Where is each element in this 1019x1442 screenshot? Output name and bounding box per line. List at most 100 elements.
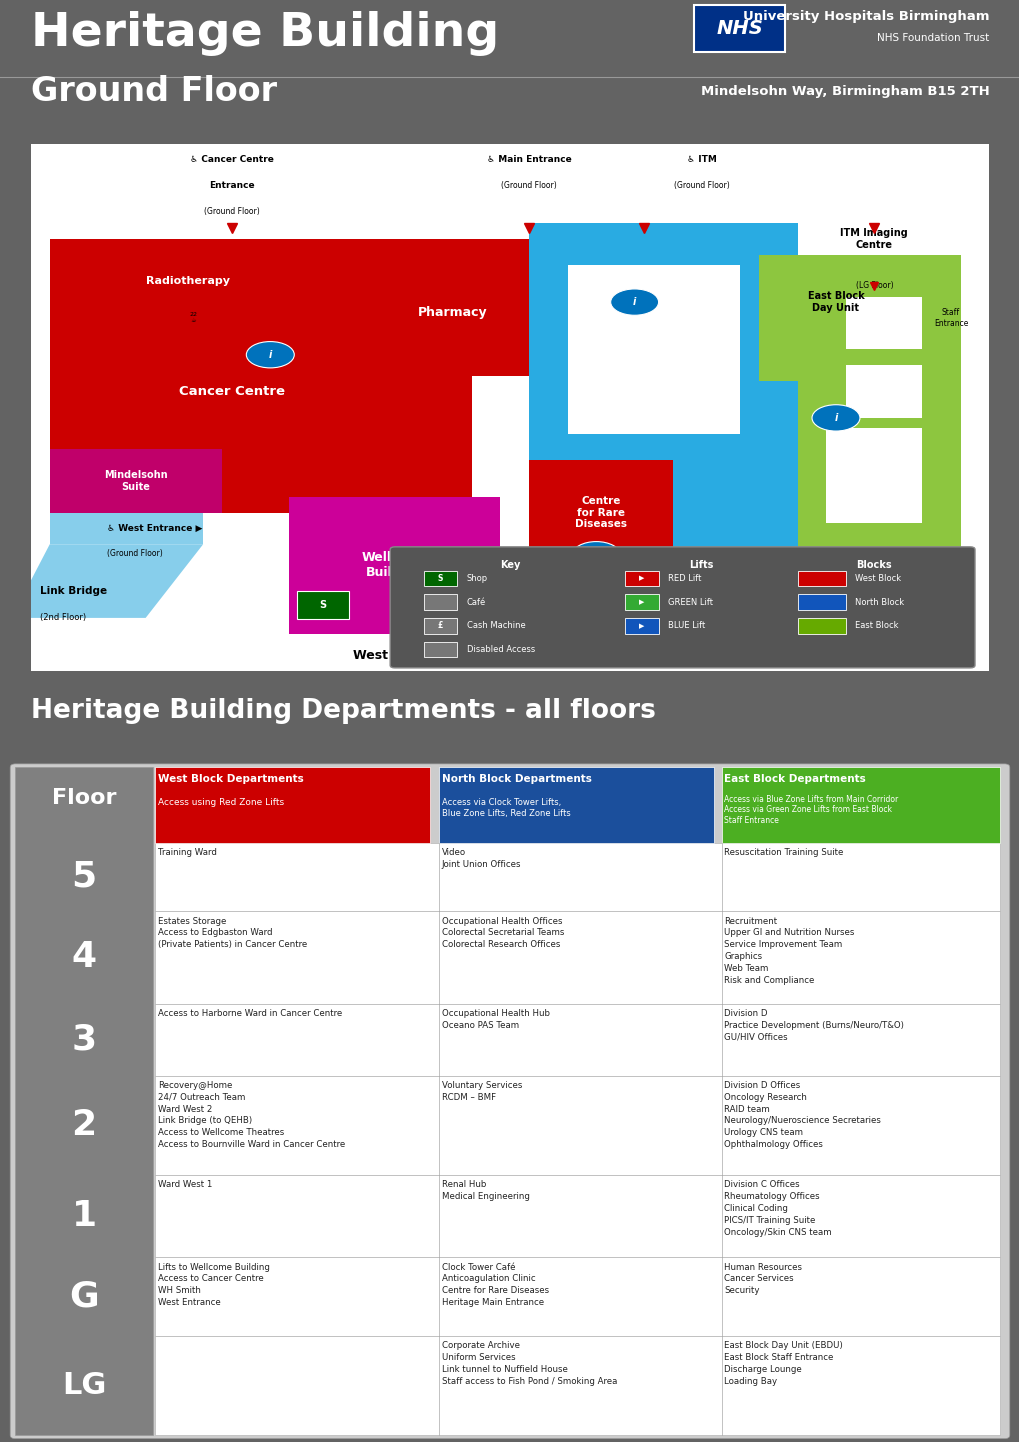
Text: 1: 1	[71, 1198, 97, 1233]
Text: Heritage Building: Heritage Building	[31, 12, 498, 56]
FancyBboxPatch shape	[423, 617, 457, 633]
Bar	[529, 460, 673, 565]
Text: i: i	[834, 412, 837, 423]
Text: Centre
for Rare
Diseases: Centre for Rare Diseases	[575, 496, 627, 529]
Bar	[567, 265, 740, 434]
Text: Access to Harborne Ward in Cancer Centre: Access to Harborne Ward in Cancer Centre	[158, 1009, 342, 1018]
Text: Human Resources
Cancer Services
Security: Human Resources Cancer Services Security	[723, 1263, 801, 1295]
Text: (LG Floor): (LG Floor)	[588, 607, 623, 614]
FancyBboxPatch shape	[390, 547, 974, 668]
Circle shape	[247, 342, 294, 368]
FancyBboxPatch shape	[423, 571, 457, 587]
Text: S: S	[437, 574, 442, 583]
Text: Lifts: Lifts	[689, 559, 713, 570]
Text: Link Bridge: Link Bridge	[40, 587, 107, 597]
FancyBboxPatch shape	[155, 767, 430, 842]
FancyBboxPatch shape	[625, 594, 658, 610]
Text: East Block Departments: East Block Departments	[723, 774, 865, 784]
Text: 4: 4	[71, 940, 97, 975]
FancyBboxPatch shape	[10, 764, 1009, 1439]
FancyBboxPatch shape	[438, 767, 713, 842]
Bar	[797, 255, 960, 597]
Text: West Block: West Block	[854, 574, 901, 583]
Text: West Wards: West Wards	[353, 649, 436, 662]
Text: G: G	[69, 1279, 99, 1314]
Text: £: £	[437, 622, 442, 630]
Bar	[155, 842, 999, 911]
Bar	[758, 255, 797, 381]
Text: Cash Machine: Cash Machine	[467, 622, 525, 630]
Bar	[155, 1004, 999, 1076]
Text: Shop: Shop	[467, 574, 487, 583]
FancyBboxPatch shape	[297, 591, 348, 619]
FancyBboxPatch shape	[423, 594, 457, 610]
Text: (Ground Floor): (Ground Floor)	[204, 208, 260, 216]
Text: Cancer Centre: Cancer Centre	[178, 385, 284, 398]
Text: West Block Departments: West Block Departments	[158, 774, 304, 784]
Text: Lifts to Wellcome Building
Access to Cancer Centre
WH Smith
West Entrance: Lifts to Wellcome Building Access to Can…	[158, 1263, 270, 1306]
Bar	[155, 911, 999, 1004]
Circle shape	[811, 405, 859, 431]
Text: Occupational Health Hub
Oceano PAS Team: Occupational Health Hub Oceano PAS Team	[441, 1009, 549, 1030]
Text: ▶: ▶	[639, 623, 644, 629]
Bar	[845, 365, 921, 418]
Text: Clock Tower Café
Anticoagulation Clinic
Centre for Rare Diseases
Heritage Main E: Clock Tower Café Anticoagulation Clinic …	[441, 1263, 548, 1306]
FancyBboxPatch shape	[15, 767, 153, 1435]
Text: North Block: North Block	[854, 597, 904, 607]
Text: Key: Key	[499, 559, 520, 570]
Text: Access using Red Zone Lifts: Access using Red Zone Lifts	[158, 799, 284, 808]
Text: Mindelsohn Way, Birmingham B15 2TH: Mindelsohn Way, Birmingham B15 2TH	[700, 85, 988, 98]
Text: Staff
Entrance: Staff Entrance	[933, 309, 967, 327]
Text: Entrance: Entrance	[209, 182, 255, 190]
Text: Wellcome
Building: Wellcome Building	[361, 551, 428, 580]
Text: Training Ward: Training Ward	[158, 848, 217, 857]
Bar	[50, 450, 222, 512]
Bar	[825, 428, 921, 523]
FancyBboxPatch shape	[797, 617, 845, 633]
Text: ♿ ITM: ♿ ITM	[686, 154, 716, 164]
Text: Access via Blue Zone Lifts from Main Corridor
Access via Green Zone Lifts from E: Access via Blue Zone Lifts from Main Cor…	[723, 795, 898, 825]
Text: i: i	[594, 549, 597, 559]
Bar	[529, 224, 797, 512]
Text: GREEN Lift: GREEN Lift	[667, 597, 712, 607]
Text: Access via Clock Tower Lifts,
Blue Zone Lifts, Red Zone Lifts: Access via Clock Tower Lifts, Blue Zone …	[441, 799, 570, 818]
Text: Pharmacy: Pharmacy	[417, 306, 487, 319]
Text: LG: LG	[62, 1371, 106, 1400]
Text: 3: 3	[71, 1022, 97, 1057]
Text: ♿ Cancer Centre: ♿ Cancer Centre	[190, 154, 274, 164]
Text: East Block
Day Unit: East Block Day Unit	[807, 291, 863, 313]
Text: Video
Joint Union Offices: Video Joint Union Offices	[441, 848, 521, 870]
Text: University Hospitals Birmingham: University Hospitals Birmingham	[742, 10, 988, 23]
Text: ITM Imaging
Centre: ITM Imaging Centre	[840, 228, 907, 249]
Text: (Ground Floor): (Ground Floor)	[107, 549, 163, 558]
Text: Ground Floor: Ground Floor	[31, 75, 276, 108]
Text: Division D
Practice Development (Burns/Neuro/T&O)
GU/HIV Offices: Division D Practice Development (Burns/N…	[723, 1009, 903, 1041]
Text: Corporate Archive
Uniform Services
Link tunnel to Nuffield House
Staff access to: Corporate Archive Uniform Services Link …	[441, 1341, 616, 1386]
FancyBboxPatch shape	[21, 138, 998, 676]
Ellipse shape	[586, 587, 740, 639]
Text: BLUE Lift: BLUE Lift	[667, 622, 705, 630]
Text: Voluntary Services
RCDM – BMF: Voluntary Services RCDM – BMF	[441, 1082, 522, 1102]
Bar	[155, 1257, 999, 1335]
Bar	[155, 1335, 999, 1435]
Polygon shape	[11, 544, 203, 617]
FancyBboxPatch shape	[693, 6, 785, 52]
Text: 2: 2	[71, 1109, 97, 1142]
Text: RED Lift: RED Lift	[667, 574, 701, 583]
Text: Garden &
Fish Pond: Garden & Fish Pond	[643, 603, 683, 623]
Text: Estates Storage
Access to Edgbaston Ward
(Private Patients) in Cancer Centre: Estates Storage Access to Edgbaston Ward…	[158, 917, 307, 949]
Text: Floor: Floor	[52, 789, 116, 808]
Text: (LG Floor): (LG Floor)	[855, 281, 893, 290]
Text: (2nd Floor): (2nd Floor)	[40, 613, 87, 622]
Bar	[50, 239, 471, 512]
Text: Radiotherapy: Radiotherapy	[146, 275, 229, 286]
Text: East Block: East Block	[854, 622, 898, 630]
Text: East Block Day Unit (EBDU)
East Block Staff Entrance
Discharge Lounge
Loading Ba: East Block Day Unit (EBDU) East Block St…	[723, 1341, 842, 1386]
FancyBboxPatch shape	[625, 617, 658, 633]
Bar	[845, 297, 921, 349]
Text: Division C Offices
Rheumatology Offices
Clinical Coding
PICS/IT Training Suite
O: Division C Offices Rheumatology Offices …	[723, 1181, 832, 1237]
Text: Mindelsohn
Suite: Mindelsohn Suite	[104, 470, 168, 492]
Text: Blocks: Blocks	[856, 559, 892, 570]
Circle shape	[572, 542, 620, 568]
Text: 22
☕: 22 ☕	[190, 313, 198, 323]
